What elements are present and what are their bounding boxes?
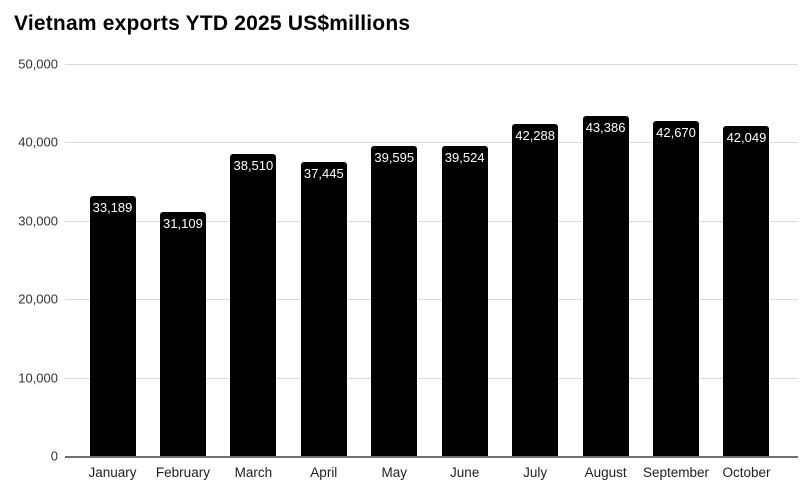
x-tick-label: April xyxy=(310,465,338,480)
bar-value-label: 37,445 xyxy=(303,166,344,182)
plot-area: 33,189 31,109 38,510 37,445 39,595 39,524 42,2… xyxy=(65,64,798,458)
x-tick-label: July xyxy=(523,465,548,480)
chart-title: Vietnam exports YTD 2025 US$millions xyxy=(14,12,411,35)
gridline xyxy=(65,220,798,222)
bar-value-label: 42,288 xyxy=(515,128,555,144)
bar: 38,510 xyxy=(230,154,277,456)
gridline xyxy=(65,377,798,379)
x-tick-label: June xyxy=(450,465,480,480)
bar-value-label: 39,524 xyxy=(444,150,485,166)
x-tick-label: January xyxy=(88,465,137,480)
y-axis-labels: 0 10,000 20,000 30,000 40,000 50,000 xyxy=(0,0,58,493)
x-tick-label: May xyxy=(381,465,408,480)
bar: 43,386 xyxy=(582,115,629,456)
bar-value-label: 31,109 xyxy=(163,216,203,232)
bar: 33,189 xyxy=(89,195,136,456)
x-tick-label: August xyxy=(584,465,627,480)
bar-value-label: 38,510 xyxy=(233,158,274,174)
x-tick-label: October xyxy=(722,465,771,480)
bar: 37,445 xyxy=(300,162,347,456)
bar-value-label: 42,049 xyxy=(726,130,767,146)
gridline xyxy=(65,64,798,65)
bar: 42,670 xyxy=(653,121,700,456)
bar: 42,288 xyxy=(512,124,559,456)
y-tick-label: 30,000 xyxy=(18,213,58,229)
bar: 39,595 xyxy=(371,145,418,456)
bar-value-label: 42,670 xyxy=(656,125,696,141)
y-tick-label: 20,000 xyxy=(18,291,58,307)
y-tick-label: 40,000 xyxy=(18,134,58,150)
bar: 42,049 xyxy=(723,126,770,456)
x-tick-label: September xyxy=(642,465,710,480)
y-tick-label: 50,000 xyxy=(18,56,58,72)
y-tick-label: 0 xyxy=(50,448,58,464)
bar-value-label: 33,189 xyxy=(92,199,133,215)
bar: 31,109 xyxy=(159,212,206,456)
x-tick-label: February xyxy=(155,465,210,480)
gridline xyxy=(65,142,798,144)
bar-value-label: 43,386 xyxy=(585,119,626,135)
bar: 39,524 xyxy=(441,146,488,456)
bar-value-label: 39,595 xyxy=(374,149,415,165)
x-tick-label: March xyxy=(234,465,273,480)
gridline xyxy=(65,299,798,301)
y-tick-label: 10,000 xyxy=(18,370,58,386)
